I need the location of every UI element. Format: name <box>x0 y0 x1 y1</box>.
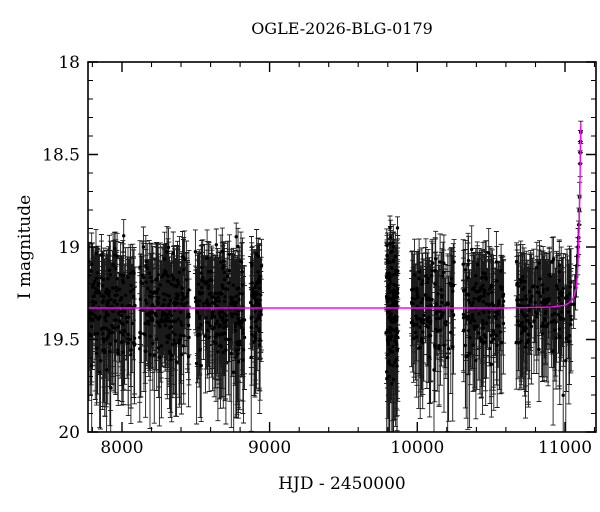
photometry-points <box>514 257 573 397</box>
y-tick-label: 18 <box>58 53 80 73</box>
photometry-points <box>248 252 264 359</box>
error-bars <box>513 236 574 432</box>
y-tick-label: 19 <box>58 238 80 258</box>
y-tick-label: 19.5 <box>42 331 80 351</box>
error-bars <box>248 229 264 432</box>
minor-ticks <box>88 62 596 432</box>
photometry-points <box>409 257 456 372</box>
photometry-points <box>461 247 506 366</box>
x-tick-label: 8000 <box>100 438 143 458</box>
plot-frame <box>87 61 597 433</box>
photometry-points <box>138 245 191 364</box>
x-tick-label: 10000 <box>390 438 444 458</box>
y-tick-label: 20 <box>58 423 80 443</box>
chart-title: OGLE-2026-BLG-0179 <box>251 19 433 38</box>
x-tick-label: 9000 <box>248 438 291 458</box>
y-tick-label: 18.5 <box>42 146 80 166</box>
data-points-layer <box>88 120 584 432</box>
x-axis-label: HJD - 2450000 <box>278 474 406 494</box>
y-axis-label: I magnitude <box>15 195 35 299</box>
photometry-points <box>88 234 137 390</box>
x-tick-label: 11000 <box>538 438 592 458</box>
model-curve <box>88 122 582 309</box>
photometry-points <box>193 235 247 374</box>
photometry-points <box>384 225 400 386</box>
model-curve-layer <box>88 122 582 309</box>
tick-labels-layer: 8000 9000 10000 11000 18 18.5 19 19.5 20 <box>42 53 592 458</box>
